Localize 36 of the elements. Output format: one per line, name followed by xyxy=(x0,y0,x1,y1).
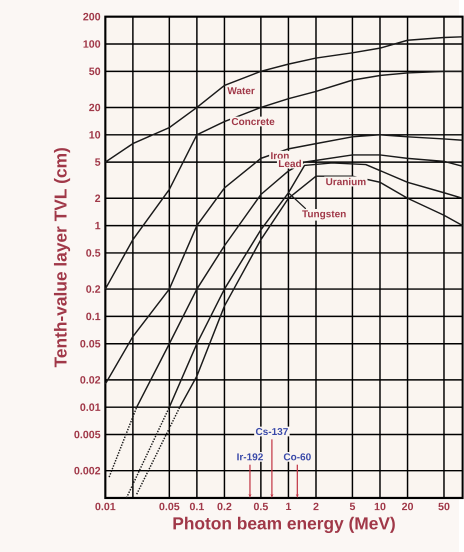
x-tick-label: 0.2 xyxy=(218,502,232,510)
series-label: Water xyxy=(228,87,255,94)
y-tick-label: 10 xyxy=(90,131,100,139)
x-tick-label: 50 xyxy=(438,502,450,510)
series-label: Concrete xyxy=(232,118,275,126)
y-tick-label: 0.005 xyxy=(74,430,100,438)
x-tick-label: 2 xyxy=(314,502,319,510)
y-tick-label: 0.5 xyxy=(86,249,100,257)
x-tick-label: 1 xyxy=(286,502,292,510)
y-tick-label: 0.02 xyxy=(80,376,100,384)
y-tick-label: 50 xyxy=(89,68,100,76)
y-tick-label: 1 xyxy=(95,222,100,230)
y-tick-label: 100 xyxy=(84,40,100,48)
legend-label: Tungsten xyxy=(302,210,346,220)
y-tick-label: 0.002 xyxy=(74,466,100,474)
x-tick-label: 20 xyxy=(402,502,414,510)
x-tick-label: 0.05 xyxy=(159,502,180,510)
y-tick-label: 2 xyxy=(95,194,100,202)
x-tick-label: 0.5 xyxy=(254,502,268,510)
y-tick-label: 200 xyxy=(83,12,100,20)
ref-line-label: Cs-137 xyxy=(256,428,288,436)
series-label: Lead xyxy=(279,160,302,168)
ref-line-label: Co-60 xyxy=(284,453,311,460)
x-tick-label: 10 xyxy=(374,502,386,510)
series-label: Uranium xyxy=(326,178,366,186)
ref-line-label: Ir-192 xyxy=(237,453,264,460)
y-tick-label: 0.1 xyxy=(86,312,100,320)
y-axis-title: Tenth-value layer TVL (cm) xyxy=(54,148,70,368)
x-tick-label: 5 xyxy=(350,502,356,510)
x-axis-title: Photon beam energy (MeV) xyxy=(174,516,395,533)
y-tick-label: 20 xyxy=(89,104,100,112)
y-tick-label: 5 xyxy=(95,158,100,166)
y-tick-label: 0.2 xyxy=(86,285,100,293)
y-tick-label: 0.01 xyxy=(80,403,100,411)
y-tick-label: 0.05 xyxy=(80,340,100,348)
x-tick-label: 0.1 xyxy=(190,502,204,510)
